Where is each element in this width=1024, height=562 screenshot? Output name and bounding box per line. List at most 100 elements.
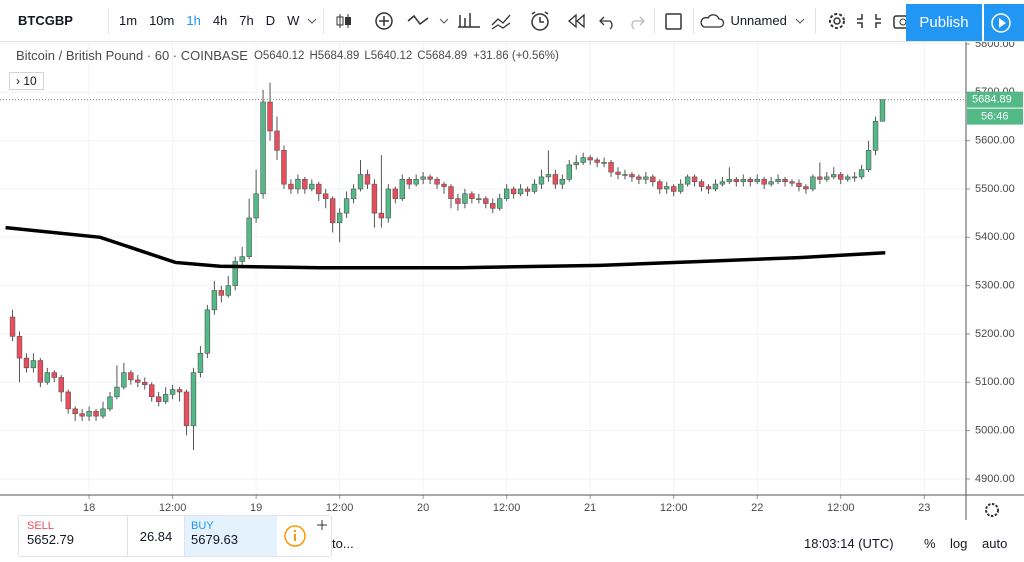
symbol[interactable]: BTCGBP (18, 13, 73, 28)
interval-button[interactable]: 7h (239, 13, 254, 28)
candle-body (16, 336, 23, 359)
candle-body (615, 171, 621, 175)
y-tick-label: 5500.00 (975, 183, 1015, 195)
candle-body (302, 179, 308, 190)
ohlc-value: L5640.12 (364, 50, 413, 62)
candle-body (100, 408, 106, 417)
separator (108, 7, 109, 34)
candle-body (350, 188, 357, 199)
candle-body (211, 290, 218, 311)
axis-settings-icon[interactable] (985, 503, 999, 517)
candle-body (629, 174, 635, 178)
y-tick-label: 4900.00 (975, 473, 1015, 485)
candle-body (622, 174, 628, 176)
candle-body (810, 176, 816, 190)
sell-button[interactable]: SELL 5652.79 (27, 520, 127, 547)
candle-body (128, 372, 134, 381)
buy-label: BUY (191, 520, 214, 532)
candle-body (316, 183, 322, 195)
candle-body (664, 186, 670, 190)
candle-body (420, 176, 426, 180)
interval-button[interactable]: 10m (149, 13, 175, 28)
candle-body (281, 150, 287, 185)
countdown-label: 56:46 (981, 111, 1009, 123)
candle-body (399, 179, 405, 199)
dropdown-icon[interactable] (791, 14, 811, 28)
plus-icon[interactable] (315, 518, 329, 532)
candle-body (79, 413, 85, 417)
undo-icon[interactable] (594, 11, 624, 31)
dropdown-icon[interactable] (305, 14, 319, 28)
candle-body (37, 360, 44, 383)
candle-body (371, 183, 378, 214)
y-tick-label: 5600.00 (975, 135, 1015, 147)
candle-body (65, 391, 71, 410)
percent-toggle[interactable]: % (924, 536, 936, 551)
buy-price: 5679.63 (191, 532, 238, 547)
compare-icon[interactable] (404, 11, 454, 31)
candle-body (51, 372, 57, 378)
candle-body (93, 410, 99, 417)
separator (323, 7, 325, 34)
ohlc-value: H5684.89 (309, 50, 360, 62)
indicator-toggle[interactable]: › 10 (9, 72, 44, 90)
last-price-label: 5684.89 (972, 94, 1012, 106)
indicator-label: 10 (23, 74, 37, 88)
y-tick-label: 5800.00 (975, 42, 1015, 50)
templates-icon[interactable] (488, 11, 522, 31)
candle-body (552, 174, 559, 185)
settings-icon[interactable] (820, 10, 854, 32)
auto-toggle[interactable]: auto (982, 536, 1008, 551)
candle-body (58, 377, 64, 393)
candle-body (295, 179, 301, 190)
interval-button[interactable]: 1m (119, 13, 138, 28)
ohlc-value: C5684.89 (417, 50, 468, 62)
candle-body (357, 174, 364, 190)
fullscreen-icon[interactable] (854, 11, 888, 31)
interval-button[interactable]: 4h (212, 13, 228, 28)
financials-icon[interactable] (454, 11, 488, 31)
x-tick-label: 12:00 (159, 502, 187, 514)
interval-button[interactable]: D (265, 13, 276, 28)
x-tick-label: 23 (918, 502, 930, 514)
spread: 26.84 (127, 516, 185, 556)
toolbar: BTCGBP 1m 10m 1h 4h 7h D W Unnamed (0, 0, 1024, 42)
legend: Bitcoin / British Pound · 60 · COINBASE … (16, 48, 559, 63)
candle-body (636, 176, 642, 180)
publish-button[interactable]: Publish (906, 4, 982, 41)
candle-body (503, 188, 510, 199)
replay-icon[interactable] (558, 11, 594, 31)
candle-body (86, 410, 92, 417)
y-tick-label: 5400.00 (975, 231, 1015, 243)
candle-body (476, 198, 482, 200)
x-tick-label: 12:00 (493, 502, 521, 514)
ohlc-value: O5640.12 (253, 50, 305, 62)
candle-body (789, 181, 795, 184)
candle-body (587, 157, 593, 161)
candle-body (364, 174, 371, 185)
candle-body (204, 309, 211, 354)
trade-panel: SELL 5652.79 26.84 BUY 5679.63 (18, 515, 332, 557)
fullscreen-select-icon[interactable] (659, 11, 689, 31)
separator (654, 7, 656, 34)
candle-body (107, 396, 113, 410)
candle-body (684, 176, 691, 185)
interval-button[interactable]: 1h (186, 13, 201, 28)
bar-style-icon[interactable] (328, 11, 364, 31)
alert-icon[interactable] (522, 10, 558, 32)
buy-button[interactable]: BUY 5679.63 (185, 516, 277, 556)
redo-icon[interactable] (624, 11, 650, 31)
interval-button[interactable]: W (287, 13, 300, 28)
candle-body (149, 384, 155, 398)
live-button[interactable] (984, 4, 1024, 41)
cloud-icon[interactable] (698, 11, 726, 31)
candle-body (594, 159, 600, 163)
interval-group: 1m 10m 1h 4h 7h D W (113, 0, 305, 42)
separator (693, 7, 695, 34)
info-icon[interactable] (283, 524, 307, 548)
candle-body (385, 188, 392, 219)
layout-name[interactable]: Unnamed (730, 13, 787, 28)
log-toggle[interactable]: log (950, 536, 968, 551)
indicators-icon[interactable] (364, 11, 404, 31)
